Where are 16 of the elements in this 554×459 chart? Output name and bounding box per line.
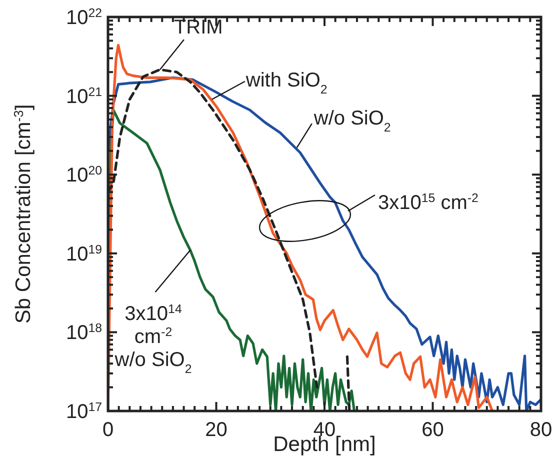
annotation: w/o SiO$_{2}$ (312, 108, 391, 135)
x-tick-label: 80 (530, 419, 552, 441)
y-tick-label: 10$^{18}$ (66, 321, 102, 344)
y-tick-label: 10$^{20}$ (66, 164, 102, 187)
x-tick-label: 60 (422, 419, 444, 441)
line-series (108, 44, 494, 411)
x-tick-label: 0 (102, 419, 114, 441)
annotation: 3x10$^{15}$ cm$^{-2}$ (378, 191, 479, 214)
y-tick-label: 10$^{19}$ (66, 242, 102, 266)
annotation: TRIM (174, 16, 223, 39)
y-tick-label: 10$^{21}$ (66, 84, 102, 108)
y-tick-label: 10$^{22}$ (66, 6, 102, 29)
x-tick-label: 20 (205, 419, 228, 441)
annotation: 3x10$^{14}$ cm$^{-2}$ w/o SiO$_{2}$ (114, 302, 192, 376)
y-tick-label: 10$^{17}$ (66, 400, 102, 423)
annotation: with SiO$_{2}$ (244, 69, 328, 96)
